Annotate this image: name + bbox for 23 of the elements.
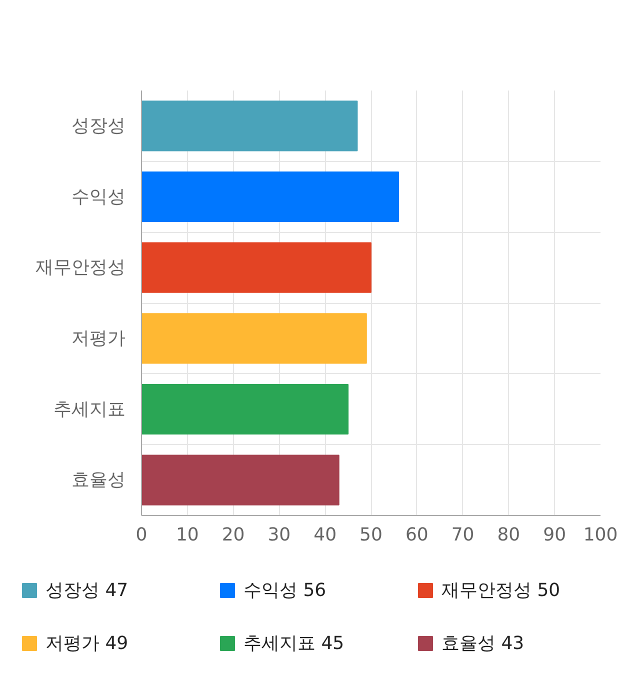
x-tick-label: 60 [405, 524, 428, 546]
y-tick-label: 재무안정성 [36, 257, 126, 278]
x-tick-label: 20 [222, 524, 245, 546]
y-tick-label: 성장성 [72, 115, 126, 136]
x-tick-label: 10 [176, 524, 199, 546]
x-tick-label: 70 [451, 524, 474, 546]
legend-label: 효율성 43 [442, 633, 524, 654]
x-tick-label: 0 [136, 524, 148, 546]
y-tick-label: 저평가 [72, 328, 126, 349]
x-tick-label: 80 [497, 524, 520, 546]
legend-label: 재무안정성 50 [442, 580, 560, 601]
y-tick-label: 수익성 [72, 186, 126, 208]
x-tick-label: 30 [268, 524, 291, 546]
y-tick-label: 효율성 [72, 470, 126, 491]
y-tick-label: 추세지표 [54, 398, 126, 420]
x-tick-label: 40 [314, 524, 337, 546]
x-tick-label: 90 [543, 524, 566, 546]
legend-label: 저평가 49 [46, 633, 128, 654]
x-tick-label: 100 [583, 524, 618, 546]
legend-label: 수익성 56 [244, 580, 326, 601]
legend-label: 성장성 47 [46, 580, 128, 601]
legend-label: 추세지표 45 [244, 633, 344, 654]
x-tick-label: 50 [360, 524, 382, 546]
